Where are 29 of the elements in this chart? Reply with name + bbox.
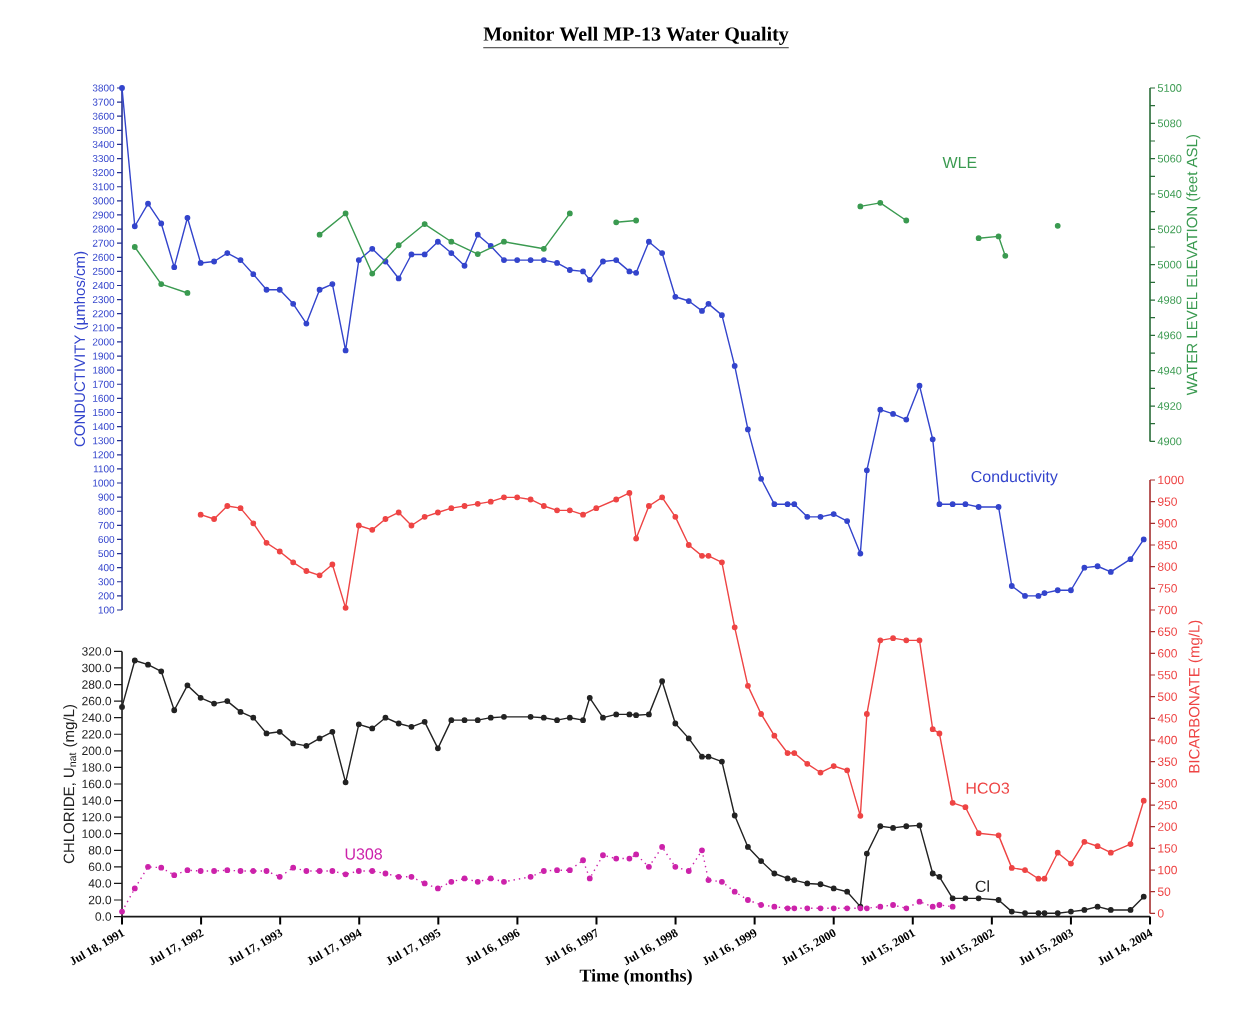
series-label: U308 [345, 848, 382, 860]
point [995, 233, 1002, 240]
series-label: Conductivity [971, 470, 1058, 486]
point [448, 238, 455, 245]
point [501, 238, 507, 245]
point [633, 217, 640, 224]
point [421, 221, 428, 227]
point [316, 231, 323, 238]
series-label: HCO3 [966, 782, 1010, 794]
point [903, 217, 910, 224]
point [395, 242, 402, 249]
text: WLE [942, 157, 977, 169]
point [1054, 222, 1061, 229]
point [540, 245, 547, 252]
point [566, 210, 573, 217]
series-label: Cl [975, 880, 989, 892]
point [857, 203, 864, 210]
chart-title: Monitor Well MP-13 Water Quality [483, 26, 789, 45]
point [158, 281, 165, 288]
point [613, 219, 620, 226]
point [877, 199, 884, 206]
point [131, 244, 138, 250]
point [474, 251, 481, 257]
x-axis-title: Time (months) [579, 968, 692, 986]
point [342, 210, 349, 217]
point [184, 290, 191, 296]
point [1002, 252, 1009, 259]
point [369, 270, 376, 277]
point [975, 235, 982, 242]
